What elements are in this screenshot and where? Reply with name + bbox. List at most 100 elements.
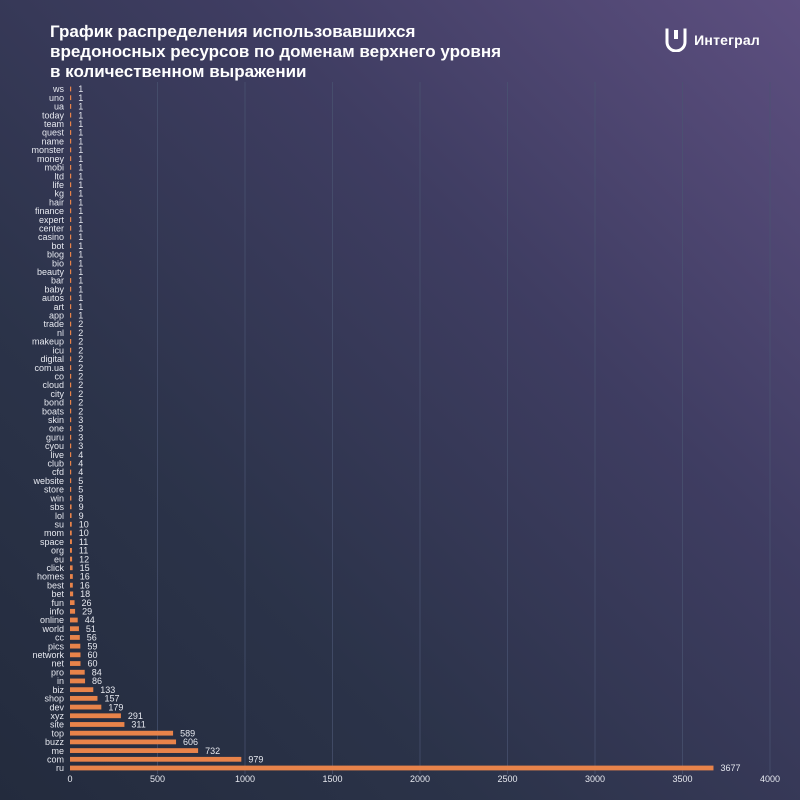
category-label: baby <box>44 284 64 294</box>
bar-hair <box>70 199 72 205</box>
category-label: hair <box>49 197 64 207</box>
category-label: live <box>50 450 64 460</box>
category-label: autos <box>42 293 65 303</box>
bar-quest <box>70 130 72 135</box>
value-label: 60 <box>88 650 98 660</box>
value-label: 3 <box>78 432 83 442</box>
value-label: 5 <box>78 485 83 495</box>
bar-baby <box>70 286 72 292</box>
value-label: 2 <box>78 363 83 373</box>
category-label: sbs <box>50 502 65 512</box>
bar-finance <box>70 208 72 214</box>
bar-money <box>70 156 72 162</box>
value-label: 1 <box>78 232 83 242</box>
category-label: bot <box>51 241 64 251</box>
value-label: 1 <box>78 223 83 233</box>
category-label: me <box>51 746 64 756</box>
value-label: 5 <box>78 476 83 486</box>
category-labels: wsunouatodayteamquestnamemonstermoneymob… <box>31 84 64 773</box>
chart-title: График распределения использовавшихся вр… <box>50 22 502 81</box>
bar-club <box>70 460 72 466</box>
bar-space <box>70 539 72 545</box>
bar-pro <box>70 669 85 675</box>
value-label: 1 <box>78 136 83 146</box>
bar-com-ua <box>70 365 72 370</box>
bar-click <box>70 565 73 571</box>
value-label: 157 <box>104 694 119 704</box>
category-label: best <box>47 580 65 590</box>
value-label: 16 <box>80 572 90 582</box>
bar-cyou <box>70 443 72 449</box>
category-label: net <box>51 659 64 669</box>
category-label: site <box>50 720 64 730</box>
value-label: 1 <box>78 145 83 155</box>
category-label: money <box>37 154 65 164</box>
value-label: 133 <box>100 685 115 695</box>
bar-expert <box>70 217 72 222</box>
x-tick-label: 3000 <box>585 774 605 784</box>
bar-store <box>70 487 72 492</box>
x-tick-label: 500 <box>150 774 165 784</box>
bar-one <box>70 426 72 431</box>
value-label: 2 <box>78 328 83 338</box>
value-label: 1 <box>78 302 83 312</box>
value-label: 1 <box>78 163 83 173</box>
category-label: bio <box>52 258 64 268</box>
bar-best <box>70 582 73 588</box>
bar-cfd <box>70 469 72 475</box>
bar-city <box>70 391 72 397</box>
bar-pics <box>70 643 81 649</box>
category-label: win <box>49 493 64 503</box>
bar-autos <box>70 295 72 301</box>
value-label: 606 <box>183 737 198 747</box>
value-label: 1 <box>78 284 83 294</box>
bar-website <box>70 478 72 484</box>
value-label: 84 <box>92 667 102 677</box>
category-label: quest <box>42 128 65 138</box>
value-label: 1 <box>78 110 83 120</box>
value-label: 2 <box>78 371 83 381</box>
bar-in <box>70 678 86 684</box>
category-label: boats <box>42 406 65 416</box>
bar-boats <box>70 408 72 414</box>
value-label: 3 <box>78 415 83 425</box>
value-label: 29 <box>82 607 92 617</box>
value-label: 1 <box>78 241 83 251</box>
value-label: 16 <box>80 580 90 590</box>
value-label: 1 <box>78 102 83 112</box>
category-label: website <box>32 476 64 486</box>
bar-sbs <box>70 504 72 510</box>
category-label: buzz <box>45 737 65 747</box>
bar-bar <box>70 278 72 283</box>
category-label: click <box>47 563 65 573</box>
category-label: one <box>49 424 64 434</box>
category-label: xyz <box>51 711 65 721</box>
bar-name <box>70 138 72 144</box>
category-label: icu <box>52 345 64 355</box>
category-label: homes <box>37 572 65 582</box>
bar-ua <box>70 104 72 109</box>
category-label: biz <box>52 685 64 695</box>
value-label: 60 <box>88 659 98 669</box>
bar-buzz <box>70 739 177 745</box>
value-label: 1 <box>78 84 83 94</box>
category-label: digital <box>40 354 64 364</box>
logo-text: Интеграл <box>694 32 760 48</box>
category-label: beauty <box>37 267 65 277</box>
x-tick-label: 2500 <box>497 774 517 784</box>
bar-eu <box>70 556 73 562</box>
bar-guru <box>70 434 72 440</box>
bar-xyz <box>70 713 121 719</box>
bar-site <box>70 722 125 727</box>
category-label: finance <box>35 206 64 216</box>
value-label: 2 <box>78 337 83 347</box>
value-label: 8 <box>78 493 83 503</box>
x-tick-label: 0 <box>67 774 72 784</box>
x-tick-label: 3500 <box>672 774 692 784</box>
bar-icu <box>70 347 72 353</box>
category-label: eu <box>54 554 64 564</box>
value-label: 4 <box>78 459 83 469</box>
value-label: 9 <box>79 511 84 521</box>
category-label: cc <box>55 633 65 643</box>
bar-shop <box>70 695 98 701</box>
